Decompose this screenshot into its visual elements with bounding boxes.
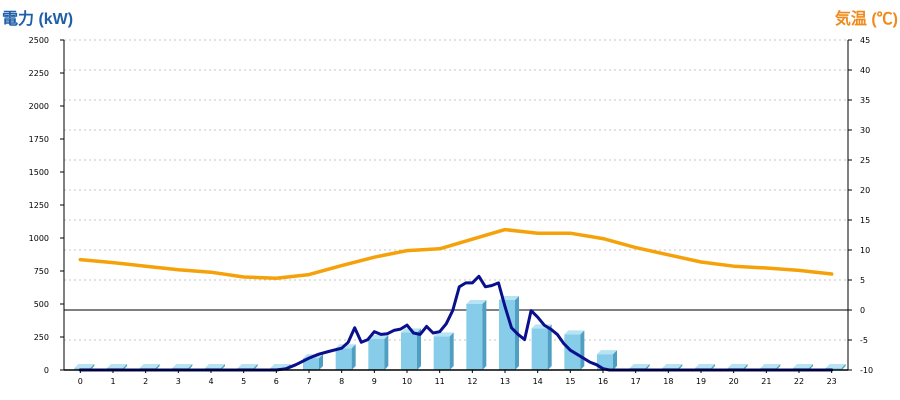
x-tick-label: 6 (274, 377, 279, 386)
right-tick-label: 45 (860, 36, 870, 45)
x-tick-label: 14 (533, 377, 543, 386)
bar-top (825, 364, 846, 368)
generation-bars (74, 296, 846, 370)
bar-side (384, 334, 389, 370)
bar-side (449, 332, 454, 370)
axes: 02505007501000125015001750200022502500-1… (29, 36, 873, 386)
bar-top (74, 364, 95, 368)
x-tick-label: 7 (306, 377, 311, 386)
bar (825, 368, 842, 370)
bar-side (580, 330, 585, 370)
bar-top (107, 364, 127, 368)
x-tick-label: 23 (827, 377, 837, 386)
left-tick-label: 2500 (29, 36, 49, 45)
x-tick-label: 5 (241, 377, 246, 386)
bar-side (613, 350, 617, 370)
bar-top (760, 364, 781, 368)
left-tick-label: 1000 (29, 234, 49, 243)
bar (433, 336, 450, 370)
x-tick-label: 12 (467, 377, 477, 386)
bar (368, 338, 385, 370)
bar-top (793, 364, 813, 368)
right-tick-label: 40 (860, 66, 870, 75)
bar-top (597, 350, 617, 355)
bar-side (482, 300, 487, 370)
bar-top (564, 330, 585, 335)
right-tick-label: 25 (860, 156, 870, 165)
x-tick-label: 19 (696, 377, 706, 386)
left-tick-label: 2000 (29, 102, 49, 111)
left-axis-title: 電力 (kW) (2, 9, 73, 28)
x-tick-label: 15 (565, 377, 575, 386)
x-tick-label: 20 (729, 377, 739, 386)
left-tick-label: 500 (34, 300, 49, 309)
bar-top (270, 364, 291, 368)
power-demand-line (78, 274, 834, 372)
bar-side (351, 344, 356, 370)
left-tick-label: 2250 (29, 69, 49, 78)
x-tick-label: 16 (598, 377, 608, 386)
bar (466, 304, 483, 370)
bar-top (139, 364, 160, 368)
bar-top (662, 364, 683, 368)
bar-top (695, 364, 715, 368)
bar-top (368, 334, 389, 339)
right-tick-label: -10 (860, 366, 873, 375)
bar-side (841, 364, 846, 370)
temperature-line (78, 227, 834, 280)
right-tick-label: -5 (860, 336, 868, 345)
x-tick-label: 0 (78, 377, 83, 386)
bar (335, 348, 352, 370)
bar-top (172, 364, 193, 368)
x-tick-label: 2 (143, 377, 148, 386)
bar-side (547, 324, 552, 370)
right-tick-label: 15 (860, 216, 870, 225)
x-tick-label: 3 (176, 377, 181, 386)
bar (401, 332, 417, 370)
bar (531, 328, 548, 370)
x-tick-label: 21 (761, 377, 771, 386)
right-tick-label: 5 (860, 276, 865, 285)
x-tick-label: 17 (631, 377, 641, 386)
left-tick-label: 1500 (29, 168, 49, 177)
left-tick-label: 0 (44, 366, 49, 375)
bar (303, 358, 319, 370)
right-axis-title: 気温 (℃) (835, 9, 898, 28)
left-tick-label: 1750 (29, 135, 49, 144)
right-tick-label: 35 (860, 96, 870, 105)
x-tick-label: 8 (339, 377, 344, 386)
right-tick-label: 0 (860, 306, 865, 315)
left-tick-label: 1250 (29, 201, 49, 210)
x-tick-label: 13 (500, 377, 510, 386)
bar (499, 300, 515, 370)
left-tick-label: 750 (34, 267, 49, 276)
x-tick-label: 4 (208, 377, 213, 386)
left-tick-label: 250 (34, 333, 49, 342)
x-tick-label: 1 (110, 377, 115, 386)
bar-side (319, 354, 323, 370)
x-tick-label: 18 (663, 377, 673, 386)
bar-top (629, 364, 650, 368)
x-tick-label: 9 (372, 377, 377, 386)
bar-side (417, 328, 421, 370)
bar-top (237, 364, 258, 368)
bar-top (727, 364, 748, 368)
right-tick-label: 10 (860, 246, 870, 255)
right-tick-label: 30 (860, 126, 870, 135)
x-tick-label: 11 (435, 377, 445, 386)
right-tick-label: 20 (860, 186, 870, 195)
series-lines (78, 227, 834, 372)
bar-top (466, 300, 487, 304)
x-tick-label: 22 (794, 377, 804, 386)
bar-top (205, 364, 225, 368)
grid (64, 39, 848, 341)
x-tick-label: 10 (402, 377, 412, 386)
